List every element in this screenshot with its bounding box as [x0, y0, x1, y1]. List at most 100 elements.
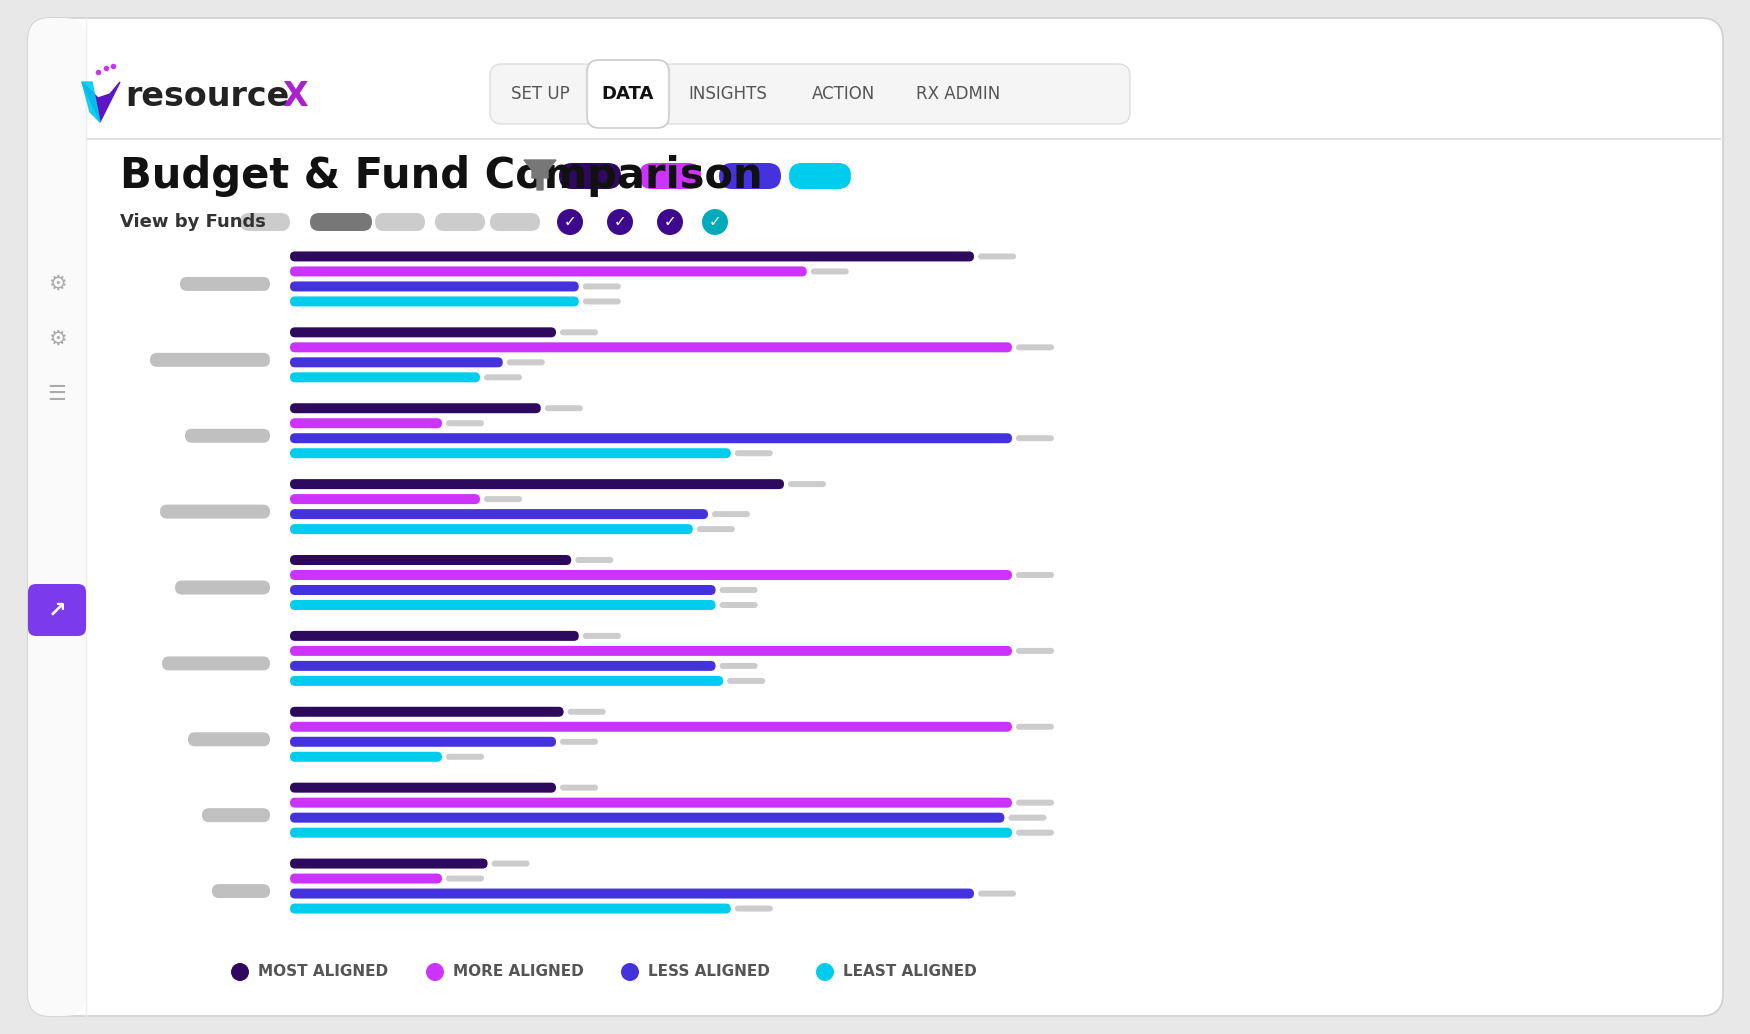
FancyBboxPatch shape — [290, 783, 556, 793]
Text: ✓: ✓ — [663, 214, 676, 230]
FancyBboxPatch shape — [583, 299, 621, 304]
FancyBboxPatch shape — [187, 732, 270, 747]
Text: ACTION: ACTION — [812, 85, 875, 103]
FancyBboxPatch shape — [728, 678, 765, 683]
FancyBboxPatch shape — [290, 403, 541, 414]
FancyBboxPatch shape — [290, 737, 556, 747]
FancyBboxPatch shape — [978, 253, 1017, 260]
FancyBboxPatch shape — [1017, 799, 1054, 805]
Circle shape — [231, 963, 248, 981]
Polygon shape — [82, 82, 100, 122]
FancyBboxPatch shape — [490, 213, 541, 231]
Text: RX ADMIN: RX ADMIN — [915, 85, 1001, 103]
FancyBboxPatch shape — [240, 213, 290, 231]
Circle shape — [621, 963, 639, 981]
FancyBboxPatch shape — [560, 738, 598, 744]
FancyBboxPatch shape — [290, 509, 709, 519]
Circle shape — [607, 209, 634, 235]
FancyBboxPatch shape — [719, 663, 758, 669]
FancyBboxPatch shape — [212, 884, 270, 899]
FancyBboxPatch shape — [290, 631, 579, 641]
FancyBboxPatch shape — [290, 661, 716, 671]
Text: View by Funds: View by Funds — [121, 213, 266, 231]
Text: LESS ALIGNED: LESS ALIGNED — [648, 965, 770, 979]
Text: X: X — [282, 80, 308, 113]
FancyBboxPatch shape — [490, 64, 1130, 124]
FancyBboxPatch shape — [446, 420, 485, 426]
FancyBboxPatch shape — [586, 60, 668, 128]
FancyBboxPatch shape — [719, 602, 758, 608]
Text: ✓: ✓ — [564, 214, 576, 230]
FancyBboxPatch shape — [290, 676, 723, 686]
FancyBboxPatch shape — [290, 297, 579, 306]
FancyBboxPatch shape — [290, 328, 556, 337]
FancyBboxPatch shape — [28, 584, 86, 636]
FancyBboxPatch shape — [1017, 724, 1054, 730]
FancyBboxPatch shape — [175, 580, 270, 595]
FancyBboxPatch shape — [28, 18, 1724, 1016]
FancyBboxPatch shape — [290, 813, 1004, 823]
FancyBboxPatch shape — [485, 496, 522, 503]
Text: ☰: ☰ — [47, 384, 66, 404]
Polygon shape — [523, 160, 556, 190]
FancyBboxPatch shape — [735, 906, 774, 912]
FancyBboxPatch shape — [1017, 435, 1054, 442]
FancyBboxPatch shape — [28, 18, 86, 1016]
FancyBboxPatch shape — [1017, 648, 1054, 653]
FancyBboxPatch shape — [290, 752, 443, 762]
FancyBboxPatch shape — [290, 874, 443, 884]
Text: INSIGHTS: INSIGHTS — [688, 85, 768, 103]
FancyBboxPatch shape — [290, 418, 443, 428]
FancyBboxPatch shape — [789, 163, 850, 189]
Circle shape — [656, 209, 682, 235]
Text: MORE ALIGNED: MORE ALIGNED — [453, 965, 584, 979]
Text: Budget & Fund Comparison: Budget & Fund Comparison — [121, 155, 763, 197]
Text: MOST ALIGNED: MOST ALIGNED — [257, 965, 388, 979]
FancyBboxPatch shape — [810, 269, 849, 274]
FancyBboxPatch shape — [290, 858, 488, 869]
FancyBboxPatch shape — [310, 213, 373, 231]
FancyBboxPatch shape — [583, 633, 621, 639]
FancyBboxPatch shape — [290, 722, 1011, 732]
FancyBboxPatch shape — [290, 707, 564, 717]
FancyBboxPatch shape — [696, 526, 735, 533]
Text: ⚙: ⚙ — [47, 274, 66, 294]
FancyBboxPatch shape — [180, 277, 270, 291]
FancyBboxPatch shape — [150, 353, 270, 367]
FancyBboxPatch shape — [290, 448, 732, 458]
FancyBboxPatch shape — [290, 358, 502, 367]
FancyBboxPatch shape — [560, 785, 598, 791]
FancyBboxPatch shape — [201, 809, 270, 822]
FancyBboxPatch shape — [485, 374, 522, 381]
FancyBboxPatch shape — [719, 163, 780, 189]
FancyBboxPatch shape — [978, 890, 1017, 896]
FancyBboxPatch shape — [290, 797, 1011, 808]
Text: ✓: ✓ — [709, 214, 721, 230]
FancyBboxPatch shape — [544, 405, 583, 412]
FancyBboxPatch shape — [492, 860, 530, 866]
Text: ↗: ↗ — [47, 600, 66, 620]
FancyBboxPatch shape — [1017, 344, 1054, 351]
FancyBboxPatch shape — [186, 429, 270, 443]
Circle shape — [556, 209, 583, 235]
FancyBboxPatch shape — [567, 708, 605, 714]
FancyBboxPatch shape — [290, 524, 693, 535]
FancyBboxPatch shape — [290, 827, 1011, 838]
Text: SET UP: SET UP — [511, 85, 569, 103]
FancyBboxPatch shape — [507, 360, 544, 365]
Text: DATA: DATA — [602, 85, 654, 103]
FancyBboxPatch shape — [788, 481, 826, 487]
FancyBboxPatch shape — [290, 570, 1011, 580]
FancyBboxPatch shape — [560, 330, 598, 335]
FancyBboxPatch shape — [290, 494, 480, 505]
Text: ⚙: ⚙ — [47, 329, 66, 349]
Text: ✓: ✓ — [614, 214, 626, 230]
FancyBboxPatch shape — [446, 754, 485, 760]
FancyBboxPatch shape — [290, 600, 716, 610]
FancyBboxPatch shape — [576, 557, 612, 562]
Text: LEAST ALIGNED: LEAST ALIGNED — [844, 965, 977, 979]
FancyBboxPatch shape — [735, 450, 774, 456]
FancyBboxPatch shape — [290, 904, 732, 914]
FancyBboxPatch shape — [436, 213, 485, 231]
FancyBboxPatch shape — [719, 587, 758, 594]
